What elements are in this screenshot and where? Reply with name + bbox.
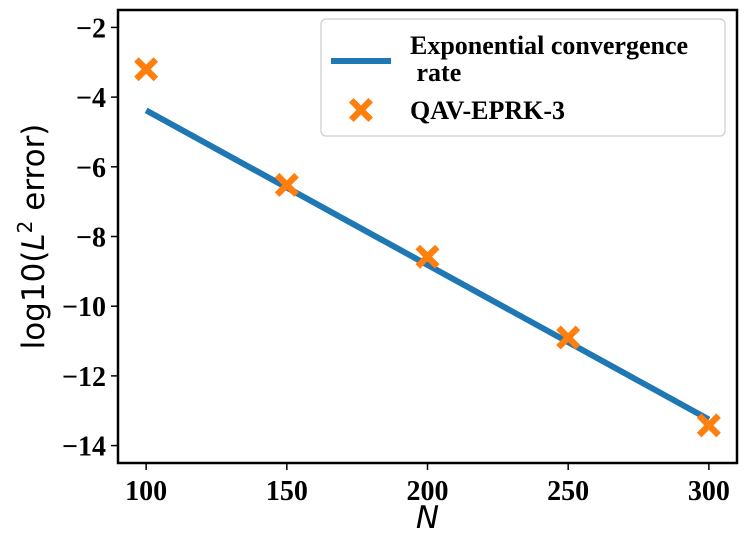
x-tick-label: 300 [688,476,730,507]
qav-eprk-3-point [556,325,581,350]
legend: Exponential convergence rate QAV-EPRK-3 [320,18,726,137]
y-tick-label: −6 [76,153,106,184]
x-axis-title: N [416,500,439,536]
y-tick-label: −14 [62,432,106,463]
legend-label-line-1: Exponential convergence [410,31,688,60]
qav-eprk-3-point [274,172,299,197]
legend-x-marker [349,98,373,122]
qav-eprk-3-point [415,244,440,269]
y-axis-title-sup: 2 [13,221,37,234]
y-tick-label: −8 [76,223,106,254]
y-tick-label: −10 [62,292,106,323]
y-axis-title-suffix: error) [16,124,52,221]
qav-eprk-3-point [134,57,159,82]
x-tick-label: 250 [547,476,589,507]
x-tick-label: 100 [125,476,167,507]
y-axis-title-prefix: log10( [16,251,52,350]
legend-box [320,18,726,137]
y-tick-label: −2 [76,13,106,44]
y-tick-label: −4 [76,83,106,114]
legend-label-line-2: rate [410,58,461,87]
ticks: 100 150 200 250 300 −2 −4 −6 −8 −10 −12 −14 [62,13,730,507]
qav-eprk-3-point [696,413,721,438]
data-layer [134,57,721,438]
legend-label-scatter: QAV-EPRK-3 [410,96,565,125]
y-axis-title-var: L [16,233,52,250]
x-tick-label: 200 [407,476,449,507]
x-tick-label: 150 [266,476,308,507]
legend-x-marker-swatch [349,98,373,122]
y-axis-title: log10(L2 error) [13,124,52,350]
y-tick-label: −12 [62,362,106,393]
exponential-rate-line [144,107,711,423]
